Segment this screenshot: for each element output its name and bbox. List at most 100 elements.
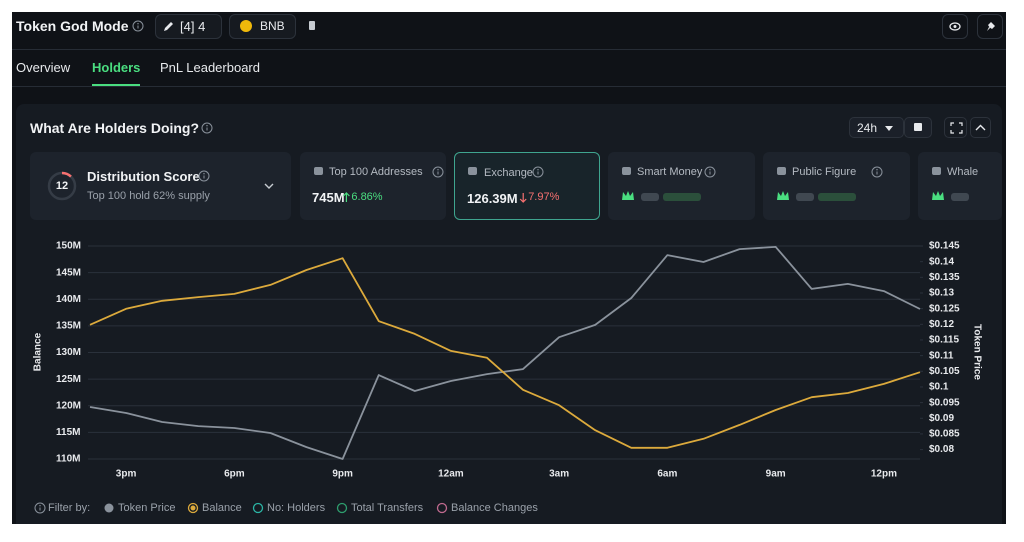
y2-tick-label: $0.12 — [929, 319, 954, 330]
calendar-icon — [914, 123, 922, 131]
y-tick-label: 125M — [56, 374, 81, 385]
info-icon-dot — [437, 169, 439, 171]
filter-option: No: Holders — [267, 502, 326, 514]
fullscreen-button[interactable] — [944, 117, 967, 138]
tabs-divider — [12, 86, 1006, 87]
blurred-value — [951, 193, 969, 201]
y-tick-label: 150M — [56, 241, 81, 252]
blurred-change — [818, 193, 856, 201]
eye-button[interactable] — [942, 14, 968, 39]
info-icon-dot — [709, 169, 711, 171]
expand-chevron — [264, 183, 274, 189]
y2-tick-label: $0.095 — [929, 397, 960, 408]
chain-label: BNB — [260, 19, 285, 33]
metric-card[interactable] — [30, 152, 291, 220]
y2-tick-label: $0.105 — [929, 366, 960, 377]
pin-button[interactable] — [977, 14, 1003, 39]
blurred-change — [663, 193, 701, 201]
y-tick-label: 110M — [56, 454, 80, 465]
info-icon — [198, 170, 210, 182]
metric-icon — [932, 167, 941, 175]
metric-label: Smart Money — [637, 166, 703, 178]
legend-dot — [104, 503, 114, 513]
y2-tick-label: $0.135 — [929, 272, 960, 283]
metric-change: 6.86% — [351, 191, 383, 203]
y2-axis-title: Token Price — [971, 324, 982, 380]
tab[interactable]: Overview — [16, 60, 71, 75]
arrow-up — [342, 192, 350, 202]
edit-button[interactable] — [155, 14, 222, 39]
info-icon-dot — [206, 125, 208, 127]
eye-icon — [949, 22, 961, 31]
filter-label: Filter by: — [48, 502, 90, 514]
info-icon — [34, 502, 46, 514]
metric-label: Exchange — [484, 167, 533, 179]
collapse-button[interactable] — [970, 117, 991, 138]
x-tick-label: 6am — [657, 469, 677, 480]
metric-icon — [314, 167, 323, 175]
y-tick-label: 140M — [56, 294, 81, 305]
y-axis-title: Balance — [33, 332, 44, 371]
copy-icon — [309, 21, 315, 30]
legend-dot — [190, 505, 196, 511]
y2-tick-label: $0.1 — [929, 382, 949, 393]
metric-card[interactable]: Top 100 Addresses 745M — [300, 152, 446, 220]
crown-icon — [622, 191, 634, 200]
timeframe-dropdown[interactable] — [849, 117, 904, 138]
metric-subtitle: Top 100 hold 62% supply — [87, 190, 210, 202]
score-value: 12 — [56, 180, 68, 192]
info-icon-dot — [537, 169, 539, 171]
tab-underline — [92, 84, 140, 86]
filter-ring — [336, 502, 348, 514]
y-tick-label: 115M — [56, 427, 80, 438]
info-icon — [132, 20, 144, 32]
pin-icon — [987, 22, 995, 31]
metric-change: 7.97% — [528, 191, 560, 203]
metric-card[interactable]: Smart Money — [608, 152, 755, 220]
crown-icon — [932, 191, 944, 200]
x-tick-label: 12am — [438, 469, 464, 480]
info-icon-dot — [876, 169, 878, 171]
y2-tick-label: $0.115 — [929, 335, 959, 346]
y2-tick-label: $0.14 — [929, 256, 954, 267]
eye-pupil — [953, 25, 957, 28]
info-icon-dot — [39, 505, 41, 507]
y2-tick-label: $0.13 — [929, 288, 954, 299]
tab[interactable]: PnL Leaderboard — [160, 60, 260, 75]
metric-card[interactable]: Exchange 126.39M — [454, 152, 600, 220]
y-tick-label: 120M — [56, 400, 81, 411]
metric-card[interactable]: Whale — [918, 152, 1002, 220]
legend-ring — [187, 502, 199, 514]
tab[interactable]: Holders — [92, 60, 141, 75]
filter-option: Total Transfers — [351, 502, 424, 514]
x-tick-label: 3pm — [116, 469, 137, 480]
filter-ring — [252, 502, 264, 514]
x-tick-label: 3am — [549, 469, 569, 480]
filter-option: Balance Changes — [451, 502, 538, 514]
x-tick-label: 12pm — [871, 469, 897, 480]
y2-tick-label: $0.145 — [929, 241, 960, 252]
y-tick-label: 130M — [56, 347, 81, 358]
info-icon — [704, 166, 716, 178]
x-tick-label: 9pm — [332, 469, 353, 480]
metric-icon — [468, 167, 477, 175]
y2-tick-label: $0.08 — [929, 444, 954, 455]
collapse-icon — [975, 124, 986, 131]
crown-icon — [777, 191, 789, 200]
legend-label: Token Price — [118, 502, 175, 514]
x-tick-label: 9am — [766, 469, 786, 480]
x-tick-label: 6pm — [224, 469, 245, 480]
series-line — [89, 246, 921, 460]
series-line — [89, 257, 921, 449]
metric-card[interactable]: Public Figure — [763, 152, 910, 220]
metric-label: Public Figure — [792, 166, 857, 178]
timeframe-label: 24h — [857, 121, 878, 135]
metric-value: 745M — [312, 190, 345, 205]
pencil-icon — [164, 22, 173, 31]
info-icon — [532, 166, 544, 178]
dropdown-caret — [885, 126, 893, 131]
y2-tick-label: $0.125 — [929, 303, 960, 314]
fullscreen-icon — [950, 122, 963, 134]
y2-tick-label: $0.11 — [929, 350, 954, 361]
